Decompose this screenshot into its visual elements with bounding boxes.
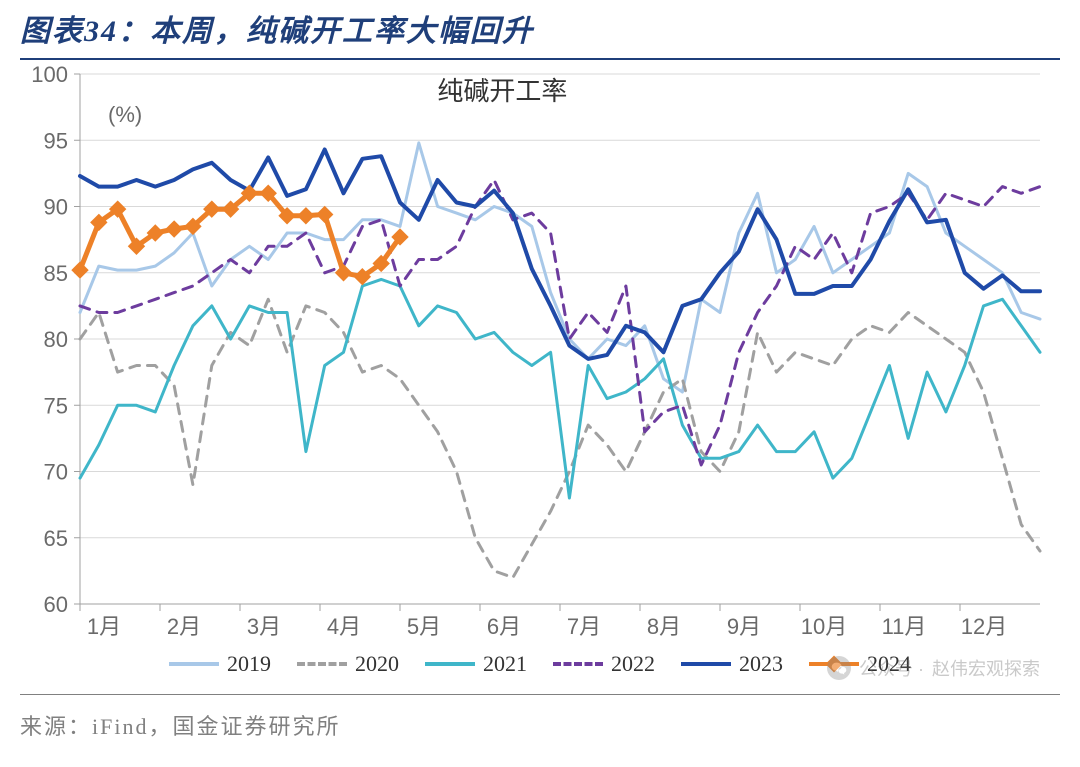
svg-text:100: 100: [31, 64, 68, 87]
svg-text:5月: 5月: [407, 614, 441, 639]
chart-header-title: 图表34：本周，纯碱开工率大幅回升: [20, 10, 1060, 54]
watermark: 公众号 · 赵伟宏观探索: [827, 655, 1040, 681]
svg-text:80: 80: [44, 327, 68, 352]
legend-swatch-2022: [553, 662, 603, 666]
svg-text:纯碱开工率: 纯碱开工率: [437, 77, 567, 106]
legend-label-2020: 2020: [355, 651, 399, 677]
svg-text:85: 85: [44, 261, 68, 286]
legend-swatch-2019: [169, 662, 219, 666]
svg-text:11月: 11月: [882, 614, 927, 639]
wechat-icon: [827, 656, 851, 680]
svg-text:9月: 9月: [727, 614, 761, 639]
watermark-name: 赵伟宏观探索: [932, 655, 1040, 681]
watermark-prefix: 公众号 ·: [859, 655, 924, 681]
series-marker-2024: [336, 265, 352, 281]
legend-label-2021: 2021: [483, 651, 527, 677]
footer: 来源：iFind，国金证券研究所: [20, 694, 1060, 741]
svg-text:75: 75: [44, 393, 68, 418]
svg-text:10月: 10月: [801, 614, 847, 639]
series-marker-2024: [298, 208, 314, 224]
series-marker-2024: [72, 262, 88, 278]
header: 图表34：本周，纯碱开工率大幅回升: [20, 10, 1060, 60]
legend-item-2020: 2020: [297, 651, 399, 677]
svg-text:70: 70: [44, 460, 68, 485]
svg-text:95: 95: [44, 128, 68, 153]
footer-source: 来源：iFind，国金证券研究所: [20, 709, 1060, 741]
svg-text:8月: 8月: [647, 614, 681, 639]
svg-text:4月: 4月: [327, 614, 361, 639]
series-line-2019: [80, 143, 1040, 392]
legend-item-2023: 2023: [681, 651, 783, 677]
legend-swatch-2020: [297, 662, 347, 666]
chart-area: 60 65 70 75 80 85 90 95 100 1月 2月 3月 4月 5月 6月 7月 8月 9月 10月…: [20, 64, 1060, 684]
svg-text:12月: 12月: [961, 614, 1007, 639]
svg-text:6月: 6月: [487, 614, 521, 639]
chart-svg: 60 65 70 75 80 85 90 95 100 1月 2月 3月 4月 5月 6月 7月 8月 9月 10月…: [20, 64, 1060, 684]
legend-label-2023: 2023: [739, 651, 783, 677]
legend-item-2021: 2021: [425, 651, 527, 677]
svg-text:90: 90: [44, 195, 68, 220]
svg-text:65: 65: [44, 526, 68, 551]
series-line-2020: [80, 299, 1040, 577]
legend-swatch-2021: [425, 662, 475, 666]
legend-label-2022: 2022: [611, 651, 655, 677]
svg-text:60: 60: [44, 592, 68, 617]
footer-rule: [20, 694, 1060, 695]
svg-text:3月: 3月: [247, 614, 281, 639]
legend-swatch-2023: [681, 662, 731, 666]
series-marker-2024: [166, 221, 182, 237]
page-container: 图表34：本周，纯碱开工率大幅回升 60 65 70 75 80 85 90 95 100 1月 2…: [0, 0, 1080, 767]
legend-item-2022: 2022: [553, 651, 655, 677]
legend-label-2019: 2019: [227, 651, 271, 677]
series-marker-2024: [317, 206, 333, 222]
svg-text:2月: 2月: [167, 614, 201, 639]
legend-item-2019: 2019: [169, 651, 271, 677]
svg-text:7月: 7月: [567, 614, 601, 639]
svg-text:(%): (%): [108, 102, 142, 127]
series-line-2024: [80, 193, 400, 276]
svg-text:1月: 1月: [87, 614, 121, 639]
